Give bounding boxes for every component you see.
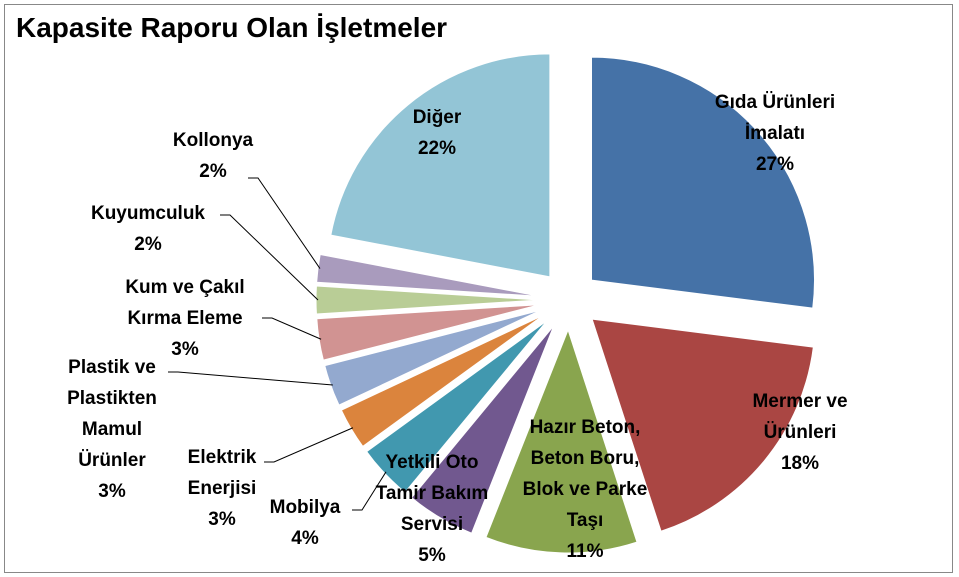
pie-slice xyxy=(324,309,541,406)
slice-name: Plastik ve Plastikten Mamul Ürünler xyxy=(67,357,157,471)
leader-line xyxy=(264,427,354,463)
slice-name: Kuyumculuk xyxy=(90,203,206,224)
chart-title: Kapasite Raporu Olan İşletmeler xyxy=(16,12,448,43)
slice-percent: 2% xyxy=(134,234,162,255)
slice-name: Mobilya xyxy=(269,497,341,518)
slice-name: Kollonya xyxy=(172,130,254,151)
slice-percent: 3% xyxy=(171,339,199,360)
slice-percent: 27% xyxy=(755,154,795,175)
slice-name: Gıda Ürünleri İmalatı xyxy=(714,92,836,144)
slice-percent: 5% xyxy=(418,545,446,566)
slice-label: Mermer ve Ürünleri 18% xyxy=(740,386,860,479)
leader-line xyxy=(220,214,319,301)
pie-slice xyxy=(485,328,638,554)
slice-label: Kuyumculuk 2% xyxy=(83,198,213,260)
slice-percent: 3% xyxy=(98,481,126,502)
slice-label: Elektrik Enerjisi 3% xyxy=(177,442,267,535)
pie-slice xyxy=(410,325,555,534)
pie-slice xyxy=(316,304,540,361)
slice-label: Kollonya 2% xyxy=(158,125,268,187)
leader-line xyxy=(168,371,333,386)
leader-line xyxy=(248,177,321,269)
leader-line xyxy=(262,317,322,340)
slice-label: Plastik ve Plastikten Mamul Ürünler 3% xyxy=(52,352,172,507)
slice-label: Mobilya 4% xyxy=(250,492,360,554)
pie-slice xyxy=(315,285,540,315)
pie-slice xyxy=(330,53,551,278)
pie-slice xyxy=(316,253,540,297)
slice-percent: 18% xyxy=(780,453,820,474)
slice-percent: 11% xyxy=(566,541,604,562)
slice-name: Mermer ve Ürünleri xyxy=(752,391,848,443)
slice-label: Yetkili Oto Tamir Bakım Servisi 5% xyxy=(365,447,500,571)
slice-name: Hazır Beton, Beton Boru, Blok ve Parke T… xyxy=(522,417,648,531)
slice-percent: 2% xyxy=(199,161,227,182)
slice-percent: 22% xyxy=(417,138,457,159)
slice-label: Gıda Ürünleri İmalatı 27% xyxy=(700,87,850,180)
pie-slice xyxy=(591,318,814,532)
slice-percent: 3% xyxy=(208,509,236,530)
slice-name: Diğer xyxy=(412,107,462,128)
slice-name: Elektrik Enerjisi xyxy=(187,447,257,499)
leader-line xyxy=(352,471,387,511)
slice-percent: 4% xyxy=(291,528,319,549)
chart-frame xyxy=(4,4,953,573)
slice-label: Hazır Beton, Beton Boru, Blok ve Parke T… xyxy=(510,412,660,567)
pie-slice xyxy=(591,56,815,309)
slice-label: Diğer 22% xyxy=(387,102,487,164)
slice-label: Kum ve Çakıl Kırma Eleme 3% xyxy=(103,272,268,365)
slice-name: Kum ve Çakıl Kırma Eleme xyxy=(125,277,245,329)
slice-name: Yetkili Oto Tamir Bakım Servisi xyxy=(375,452,489,535)
